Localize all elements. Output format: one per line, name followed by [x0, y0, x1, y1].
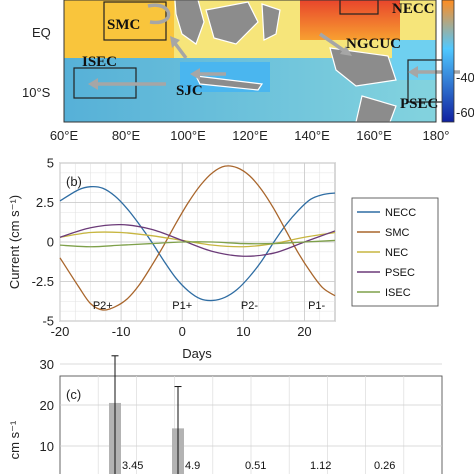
label-smc: SMC: [107, 17, 140, 33]
bar-value-label: 0.51: [245, 460, 266, 472]
bar-chart-bars: 3.45 4.9 0.51 1.12 0.26: [109, 355, 395, 474]
map-warm-east: [300, 0, 400, 40]
lon-tick: 100°E: [170, 128, 206, 143]
bar-value-label: 3.45: [122, 460, 143, 472]
series-line-isec: [59, 239, 336, 248]
legend-label-nec: NEC: [385, 247, 408, 259]
series-line-psec: [59, 223, 336, 257]
map-land: [174, 0, 397, 123]
panel-b-label: (b): [66, 174, 82, 189]
legend-label-psec: PSEC: [385, 267, 415, 279]
map-frame: [63, 0, 437, 123]
lon-tick: 180°: [423, 128, 450, 143]
y-tick-label: 5: [47, 156, 54, 171]
x-tick-label: 0: [179, 324, 186, 339]
series-line-smc: [59, 165, 336, 311]
lat-tick: 10°S: [22, 85, 51, 100]
y-tick-label: -5: [42, 314, 54, 329]
lon-tick: 160°E: [356, 128, 392, 143]
phase-label: P2-: [241, 300, 258, 312]
map-warm-west: [64, 0, 174, 58]
panel-c-label: (c): [66, 387, 81, 402]
y-tick-label: 20: [40, 398, 54, 413]
lon-tick: 120°E: [232, 128, 268, 143]
line-chart-xlabel: Days: [182, 346, 212, 361]
colorbar: [441, 0, 455, 123]
bar-value-label: 4.9: [185, 460, 200, 472]
label-ngcuc: NGCUC: [346, 36, 401, 52]
colorbar-tick: -40: [456, 70, 474, 85]
phase-label: P1-: [308, 300, 325, 312]
series-line-necc: [59, 185, 336, 302]
phase-labels: P2+ P1+ P2- P1-: [93, 300, 326, 312]
x-tick-label: 10: [236, 324, 250, 339]
map-panel: SMC NECC NGCUC ISEC SJC PSEC -40 -60 EQ …: [22, 0, 474, 143]
colorbar-tick: -60: [456, 105, 474, 120]
x-tick-label: -10: [112, 324, 131, 339]
y-tick-label: 30: [40, 357, 54, 372]
label-isec: ISEC: [82, 54, 117, 70]
line-chart-legend: NECC SMC NEC PSEC ISEC: [351, 197, 439, 307]
line-chart-series: [59, 165, 336, 311]
bar-value-label: 1.12: [310, 460, 331, 472]
y-tick-label: -2.5: [32, 274, 54, 289]
bar-chart-ylabel: cm s⁻¹: [7, 420, 22, 459]
phase-label: P1+: [172, 300, 192, 312]
map-arrows: [88, 3, 460, 90]
phase-label: P2+: [93, 300, 113, 312]
series-line-nec: [59, 231, 336, 248]
lon-tick: 140°E: [294, 128, 330, 143]
legend-label-necc: NECC: [385, 207, 416, 219]
legend-label-smc: SMC: [385, 227, 410, 239]
y-tick-label: 0: [47, 235, 54, 250]
label-psec: PSEC: [400, 96, 438, 112]
x-tick-label: 20: [297, 324, 311, 339]
lon-tick: 80°E: [112, 128, 141, 143]
label-necc: NECC: [392, 1, 435, 17]
label-sjc: SJC: [176, 83, 203, 99]
bar-chart-grid: 30 20 10: [40, 357, 442, 474]
necc-box: [339, 0, 379, 15]
lon-tick: 60°E: [50, 128, 79, 143]
y-tick-label: 2.5: [36, 195, 54, 210]
bar-chart-panel: 30 20 10 3.45 4.9 0.51 1.12 0.26 (c) cm s⁻¹: [7, 355, 443, 474]
line-chart-ylabel: Current (cm s⁻¹): [7, 195, 22, 289]
x-tick-label: -20: [51, 324, 70, 339]
lat-tick: EQ: [32, 25, 51, 40]
legend-label-isec: ISEC: [385, 287, 411, 299]
bar-value-label: 0.26: [374, 460, 395, 472]
y-tick-label: 10: [40, 439, 54, 454]
line-chart-ticks: -20 -10 0 10 20 5 2.5 0 -2.5 -5: [32, 156, 312, 340]
